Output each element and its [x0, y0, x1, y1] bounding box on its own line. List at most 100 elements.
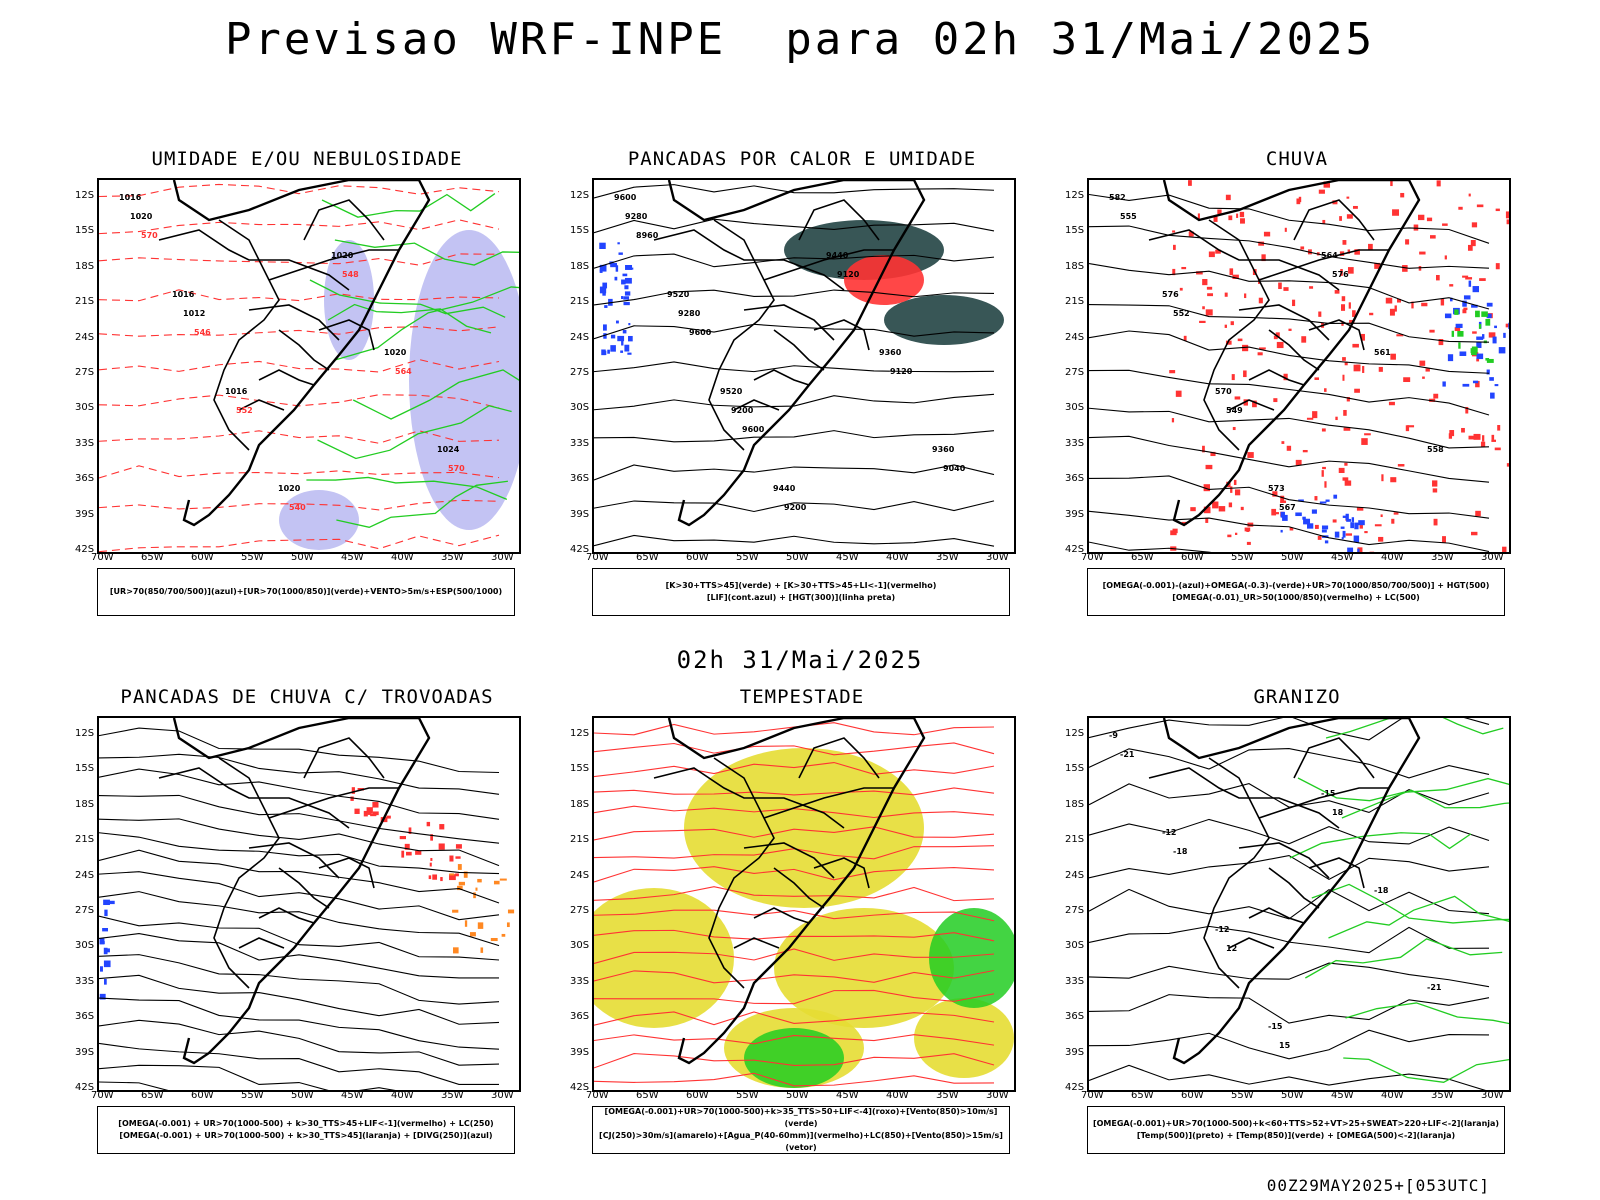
streamline	[99, 768, 500, 820]
state-border	[653, 229, 845, 291]
rain-red-area	[1380, 514, 1383, 518]
state-border	[753, 369, 810, 386]
lat-label: 18S	[570, 798, 590, 810]
rain-red-area	[1344, 462, 1348, 466]
rain-red-area	[1196, 271, 1203, 275]
state-border	[1268, 329, 1320, 371]
rain-red-area	[1476, 204, 1484, 208]
rain-red-area	[1172, 268, 1176, 276]
rain-red-area	[1465, 277, 1473, 280]
lon-label: 30W	[986, 1090, 1009, 1101]
rain-blue-area	[1347, 547, 1354, 552]
rain-red-area	[1224, 292, 1228, 297]
lat-label: 12S	[75, 190, 95, 201]
rain-blue-area	[1494, 325, 1497, 329]
rain-red-area	[1261, 254, 1266, 262]
contour-label: 561	[1374, 348, 1391, 357]
rain-red-area	[1393, 512, 1399, 515]
streamline	[594, 969, 995, 984]
rain-red-area	[1286, 445, 1292, 451]
state-border	[1228, 399, 1275, 411]
rain-red-area	[1205, 309, 1213, 316]
lat-label: 39S	[75, 1046, 95, 1058]
contour-line	[594, 184, 995, 199]
rain-red-area	[1432, 488, 1438, 493]
contour-label: 9120	[837, 270, 860, 279]
panel-title: PANCADAS POR CALOR E UMIDADE	[627, 148, 977, 170]
lif-blue-contour	[610, 345, 616, 352]
rain-red-area	[1438, 339, 1444, 346]
rain-blue-area	[1482, 334, 1485, 339]
rain-red-area	[1213, 216, 1218, 222]
lon-label: 45W	[341, 1090, 364, 1101]
rain-red-area	[1202, 445, 1205, 453]
green-contour	[317, 405, 512, 460]
rain-red-area	[1215, 249, 1221, 254]
rain-red-area	[1418, 266, 1422, 271]
lon-label: 70W	[91, 1090, 114, 1101]
contour-line	[594, 323, 995, 340]
contour-label: -12	[1162, 828, 1176, 837]
rain-red-area	[1314, 496, 1318, 501]
streamline	[99, 1019, 500, 1066]
streamline	[99, 753, 500, 795]
rain-red-area	[1230, 486, 1233, 493]
lon-label: 50W	[786, 552, 809, 563]
coastline	[1162, 180, 1421, 527]
lat-label: 18S	[75, 798, 95, 810]
streamline	[594, 1053, 995, 1069]
lat-label: 39S	[75, 508, 95, 520]
map-svg	[99, 718, 515, 1090]
state-border	[653, 767, 845, 829]
thunder-red-area	[370, 813, 377, 817]
lon-label: 60W	[686, 552, 709, 563]
state-border	[1238, 304, 1330, 341]
lat-label: 33S	[570, 437, 590, 449]
lon-label: 65W	[141, 552, 164, 563]
contour-line	[1089, 475, 1490, 519]
rain-blue-area	[1334, 531, 1340, 538]
thunder-orange-area	[507, 909, 515, 914]
thunder-orange-area	[452, 909, 459, 913]
rain-blue-area	[1358, 520, 1365, 526]
rain-blue-area	[1353, 535, 1360, 543]
rain-red-area	[1172, 528, 1178, 534]
rain-red-area	[1374, 524, 1382, 527]
state-border	[733, 399, 780, 411]
rain-red-area	[1356, 507, 1364, 511]
rain-red-area	[1295, 459, 1302, 466]
wind-green-area	[744, 1028, 844, 1088]
thunder-red-area	[372, 811, 379, 816]
lat-label: 27S	[75, 905, 95, 916]
rain-red-area	[1242, 344, 1249, 352]
contour-label: 570	[141, 231, 158, 240]
rain-red-area	[1342, 374, 1345, 381]
lif-blue-contour	[621, 296, 624, 300]
lon-label: 55W	[736, 552, 759, 563]
rain-red-area	[1411, 301, 1414, 309]
lon-label: 45W	[836, 1090, 859, 1101]
thunder-red-area	[428, 875, 432, 880]
lat-label: 36S	[570, 1011, 590, 1023]
legend-line: [OMEGA(-0.001)-(azul)+OMEGA(-0.3)-(verde…	[1102, 581, 1490, 590]
rain-red-area	[1301, 336, 1307, 343]
legend-box: [OMEGA(-0.001) + UR>70(1000-500) + k>30_…	[97, 1106, 515, 1154]
rain-red-area	[1342, 357, 1346, 361]
lat-label: 21S	[75, 834, 95, 846]
lon-label: 70W	[586, 552, 609, 563]
rain-red-area	[1346, 397, 1350, 402]
lon-label: 45W	[836, 552, 859, 563]
green-contour	[321, 193, 496, 218]
rain-red-area	[1359, 523, 1363, 529]
rain-red-area	[1258, 241, 1265, 246]
streamline	[594, 948, 995, 964]
rain-blue-area	[1462, 300, 1467, 307]
rain-blue-area	[1489, 377, 1494, 381]
rain-red-area	[1360, 333, 1365, 341]
rain-red-area	[1208, 251, 1215, 258]
coastline	[172, 180, 431, 527]
map-svg	[594, 718, 1014, 1088]
streamline	[99, 727, 500, 774]
contour-label: -21	[1120, 750, 1135, 759]
state-border	[213, 757, 280, 989]
